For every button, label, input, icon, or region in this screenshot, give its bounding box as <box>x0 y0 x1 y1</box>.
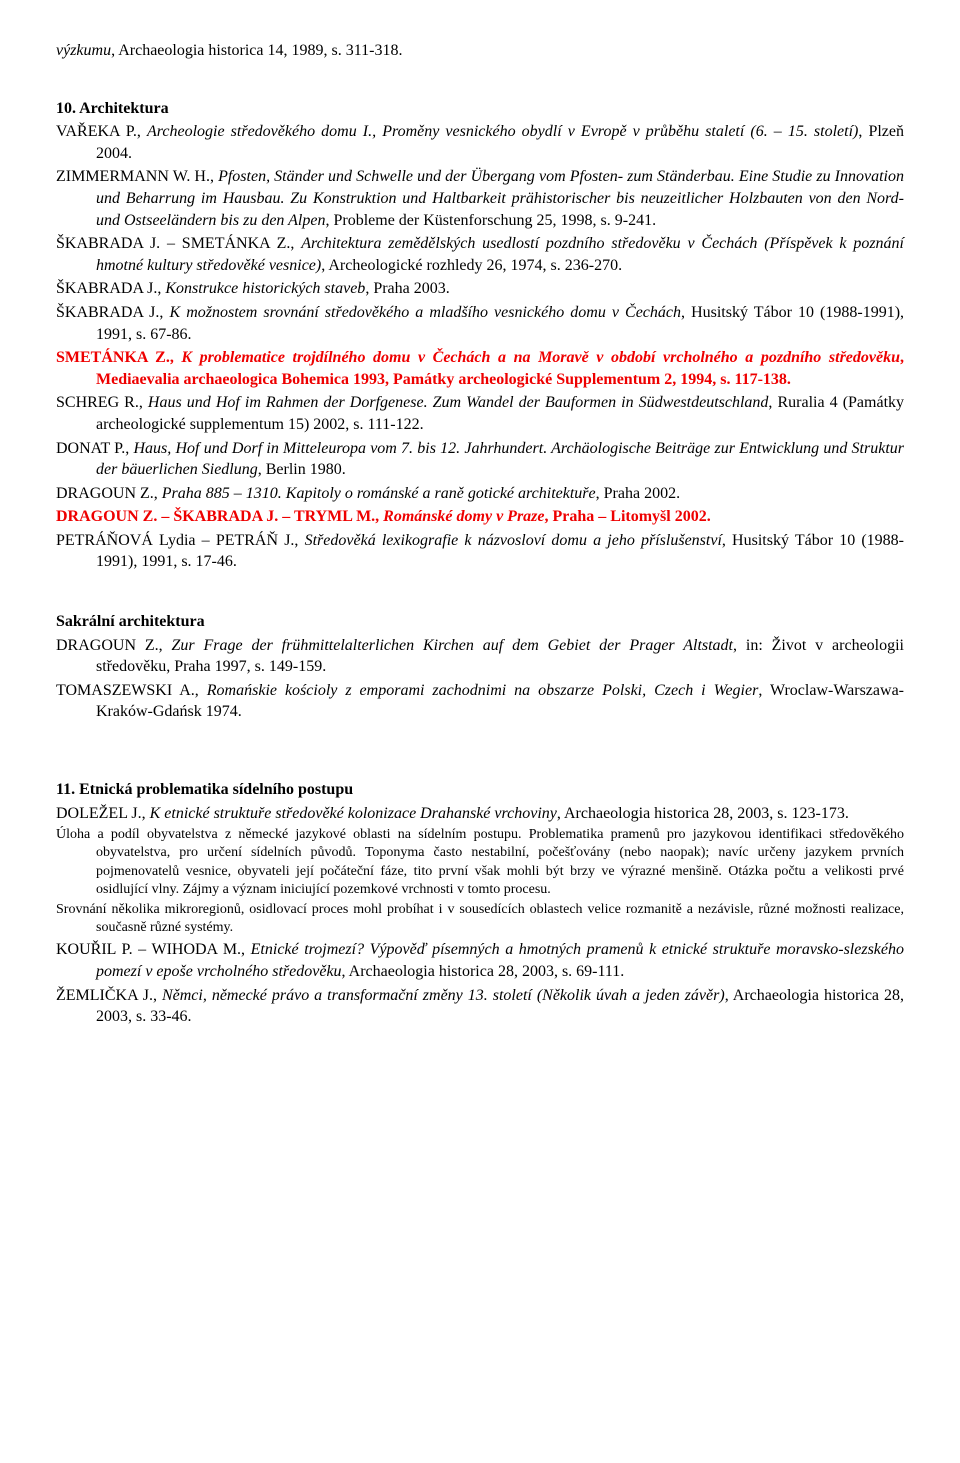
entry-title: Praha 885 – 1310. Kapitoly o románské a … <box>162 485 596 502</box>
entry-title: Haus und Hof im Rahmen der Dorfgenese. Z… <box>148 394 769 411</box>
bibliography-entry: ŽEMLIČKA J., Němci, německé právo a tran… <box>56 985 904 1028</box>
section-sacral-heading: Sakrální architektura <box>56 611 904 633</box>
bibliography-entry: ZIMMERMANN W. H., Pfosten, Ständer und S… <box>56 166 904 231</box>
entry-author: ZIMMERMANN W. H., <box>56 168 218 185</box>
bibliography-entry: ŠKABRADA J., K možnostem srovnání středo… <box>56 302 904 345</box>
bibliography-entry: ŠKABRADA J., Konstrukce historických sta… <box>56 278 904 300</box>
entry-author: SMETÁNKA Z., <box>56 349 181 366</box>
entry-author: VAŘEKA P., <box>56 123 147 140</box>
bibliography-entry: DRAGOUN Z. – ŠKABRADA J. – TRYML M., Rom… <box>56 506 904 528</box>
entry-author: ŽEMLIČKA J., <box>56 987 162 1004</box>
entry-rest: , Praha 2003. <box>365 280 449 297</box>
entry-author: ŠKABRADA J. – SMETÁNKA Z., <box>56 235 301 252</box>
bibliography-entry: SMETÁNKA Z., K problematice trojdílného … <box>56 347 904 390</box>
bibliography-entry: DONAT P., Haus, Hof und Dorf in Mitteleu… <box>56 438 904 481</box>
entry-rest: , Archaeologia historica 28, 2003, s. 69… <box>342 963 625 980</box>
entry-rest: , Praha 2002. <box>596 485 680 502</box>
entry-title: K etnické struktuře středověké kolonizac… <box>150 805 557 822</box>
entry-title: Romańskie kościoly z emporami zachodnimi… <box>207 682 759 699</box>
entry-title: Němci, německé právo a transformační změ… <box>162 987 725 1004</box>
entry-title: K možnostem srovnání středověkého a mlad… <box>169 304 681 321</box>
bibliography-entry: PETRÁŇOVÁ Lydia – PETRÁŇ J., Středověká … <box>56 530 904 573</box>
entry-title: Archeologie středověkého domu I., Proměn… <box>147 123 858 140</box>
bibliography-entry: KOUŘIL P. – WIHODA M., Etnické trojmezí?… <box>56 939 904 982</box>
entry-author: ŠKABRADA J., <box>56 304 169 321</box>
bibliography-entry: ŠKABRADA J. – SMETÁNKA Z., Architektura … <box>56 233 904 276</box>
entry-title: Haus, Hof und Dorf in Mitteleuropa vom 7… <box>96 440 904 479</box>
section-10-heading: 10. Architektura <box>56 98 904 120</box>
entry-author: PETRÁŇOVÁ Lydia – PETRÁŇ J., <box>56 532 305 549</box>
entry-rest: , Archeologické rozhledy 26, 1974, s. 23… <box>321 257 622 274</box>
bibliography-entry: TOMASZEWSKI A., Romańskie kościoly z emp… <box>56 680 904 723</box>
entry-rest: , Praha – Litomyšl 2002. <box>545 508 711 525</box>
entry-title: K problematice trojdílného domu v Čechác… <box>181 349 900 366</box>
entry-author: DRAGOUN Z. – ŠKABRADA J. – TRYML M., <box>56 508 383 525</box>
top-fragment-italic: výzkumu <box>56 42 111 59</box>
entry-rest: , Probleme der Küstenforschung 25, 1998,… <box>325 212 656 229</box>
top-fragment-rest: , Archaeologia historica 14, 1989, s. 31… <box>111 42 402 59</box>
bibliography-entry: DRAGOUN Z., Zur Frage der frühmittelalte… <box>56 635 904 678</box>
entry-title: Konstrukce historických staveb <box>165 280 365 297</box>
bibliography-entry: DRAGOUN Z., Praha 885 – 1310. Kapitoly o… <box>56 483 904 505</box>
entry-title: Románské domy v Praze <box>383 508 544 525</box>
entry-rest: , Archaeologia historica 28, 2003, s. 12… <box>557 805 849 822</box>
section-11-heading: 11. Etnická problematika sídelního postu… <box>56 779 904 801</box>
entry-author: DRAGOUN Z., <box>56 637 172 654</box>
bibliography-entry: VAŘEKA P., Archeologie středověkého domu… <box>56 121 904 164</box>
entry-author: ŠKABRADA J., <box>56 280 165 297</box>
entry-title: Zur Frage der frühmittelalterlichen Kirc… <box>172 637 734 654</box>
entry-author: DRAGOUN Z., <box>56 485 162 502</box>
bibliography-entry: DOLEŽEL J., K etnické struktuře středově… <box>56 803 904 825</box>
entry-note: Úloha a podíl obyvatelstva z německé jaz… <box>56 826 904 899</box>
entry-rest: , Berlin 1980. <box>258 461 346 478</box>
entry-author: TOMASZEWSKI A., <box>56 682 207 699</box>
entry-author: DONAT P., <box>56 440 134 457</box>
entry-note: Srovnání několika mikroregionů, osidlova… <box>56 901 904 937</box>
top-fragment: výzkumu, Archaeologia historica 14, 1989… <box>56 40 904 62</box>
entry-title: Středověká lexikografie k názvosloví dom… <box>305 532 722 549</box>
entry-author: KOUŘIL P. – WIHODA M., <box>56 941 251 958</box>
bibliography-entry: SCHREG R., Haus und Hof im Rahmen der Do… <box>56 392 904 435</box>
entry-author: DOLEŽEL J., <box>56 805 150 822</box>
entry-author: SCHREG R., <box>56 394 148 411</box>
